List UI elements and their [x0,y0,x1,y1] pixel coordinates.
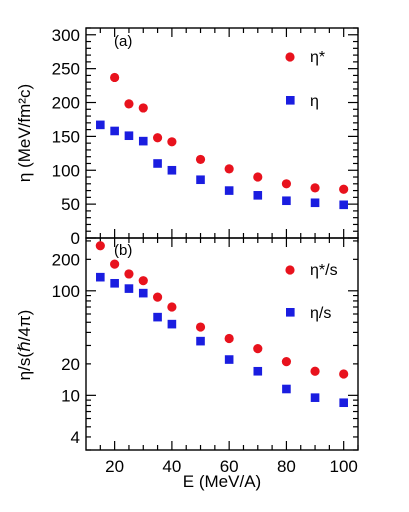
panel-b-x-ticks: 20 40 60 80 100 [99,238,359,476]
panel-a-marks [96,72,349,210]
series-0-point [138,276,148,286]
y-tick-label: 20 [61,355,80,374]
x-tick-label: 100 [329,457,357,476]
y-tick-label: 100 [52,161,80,180]
series-0-point [110,72,120,83]
y-tick-label: 4 [71,428,80,447]
series-1-point [196,175,205,185]
series-0-point [339,369,349,379]
series-0-point [310,366,320,376]
series-0-point [310,183,320,193]
legend-eta-star-label: η* [310,49,325,66]
series-0-point [95,241,105,251]
series-1-point [110,126,119,136]
series-1-point [110,278,119,288]
series-0-point [339,184,349,194]
panel-b-y-axis-title: η/s(ℏ/4π) [15,310,34,381]
panel-b-frame [85,237,359,451]
panel-a: 0 50 100 150 200 250 300 (a) η (MeV/fm²c) η* η [15,26,359,248]
legend-eta-s-marker [286,308,295,317]
series-1-point [167,165,177,175]
series-1-point [282,384,291,394]
series-1-point [96,272,105,282]
series-1-point [167,319,177,329]
series-1-point [224,186,234,195]
series-1-point [196,336,205,346]
series-1-point [153,312,162,322]
series-1-point [339,200,348,210]
panel-a-legend: η* η [285,49,325,110]
y-tick-label: 0 [71,229,80,248]
y-tick-label: 300 [52,26,80,45]
y-tick-label: 200 [52,94,80,113]
series-1-point [339,398,348,408]
x-tick-label: 80 [277,457,296,476]
panel-a-y-axis-title: η (MeV/fm²c) [15,84,34,182]
series-1-point [96,120,105,130]
panel-a-label: (a) [114,33,132,50]
series-1-point [224,355,234,364]
legend-eta-label: η [310,93,319,110]
series-0-point [224,333,234,344]
series-0-point [110,259,120,269]
series-0-point [124,269,134,279]
series-0-point [253,172,263,182]
y-tick-label: 100 [52,282,80,301]
panel-b: 20 40 60 80 100 4 10 20 100 200 (b) η/s(ℏ/4π) η*… [15,237,359,491]
y-tick-label: 200 [52,250,80,269]
series-0-point [124,99,134,109]
series-1-point [138,136,148,146]
series-0-point [167,302,177,312]
series-1-point [253,366,263,376]
y-tick-label: 10 [61,386,80,405]
series-1-point [138,288,148,298]
y-tick-label: 50 [61,195,80,214]
legend-eta-star-s-label: η*/s [310,262,338,279]
legend-eta-s-label: η/s [310,305,331,322]
series-0-point [224,164,234,174]
legend-eta-star-s-marker [285,265,295,275]
panel-a-x-ticks [99,28,359,238]
panel-b-marks [95,241,349,408]
x-tick-label: 60 [220,457,239,476]
panel-b-legend: η*/s η/s [285,262,338,322]
series-1-point [253,191,263,200]
legend-eta-marker [286,96,295,105]
series-1-point [310,393,320,402]
series-1-point [282,196,291,206]
y-tick-label: 250 [52,60,80,79]
series-0-point [281,357,292,367]
series-0-point [195,154,206,165]
panel-a-y-ticks: 0 50 100 150 200 250 300 [52,26,358,248]
series-0-point [138,103,148,113]
y-tick-label: 150 [52,127,80,146]
panel-b-label: (b) [114,242,132,259]
series-0-point [281,179,292,189]
x-tick-label: 20 [105,457,124,476]
series-0-point [152,133,163,143]
x-tick-label: 40 [162,457,181,476]
panel-b-y-ticks: 4 10 20 100 200 [52,240,358,451]
series-0-point [253,343,263,354]
legend-eta-star-marker [285,52,295,62]
series-1-point [310,198,320,208]
series-1-point [124,131,134,141]
series-0-point [195,322,206,332]
series-1-point [153,159,162,168]
series-0-point [167,137,177,147]
x-axis-title: E (MeV/A) [183,472,261,491]
series-1-point [124,284,134,293]
series-0-point [152,292,163,302]
